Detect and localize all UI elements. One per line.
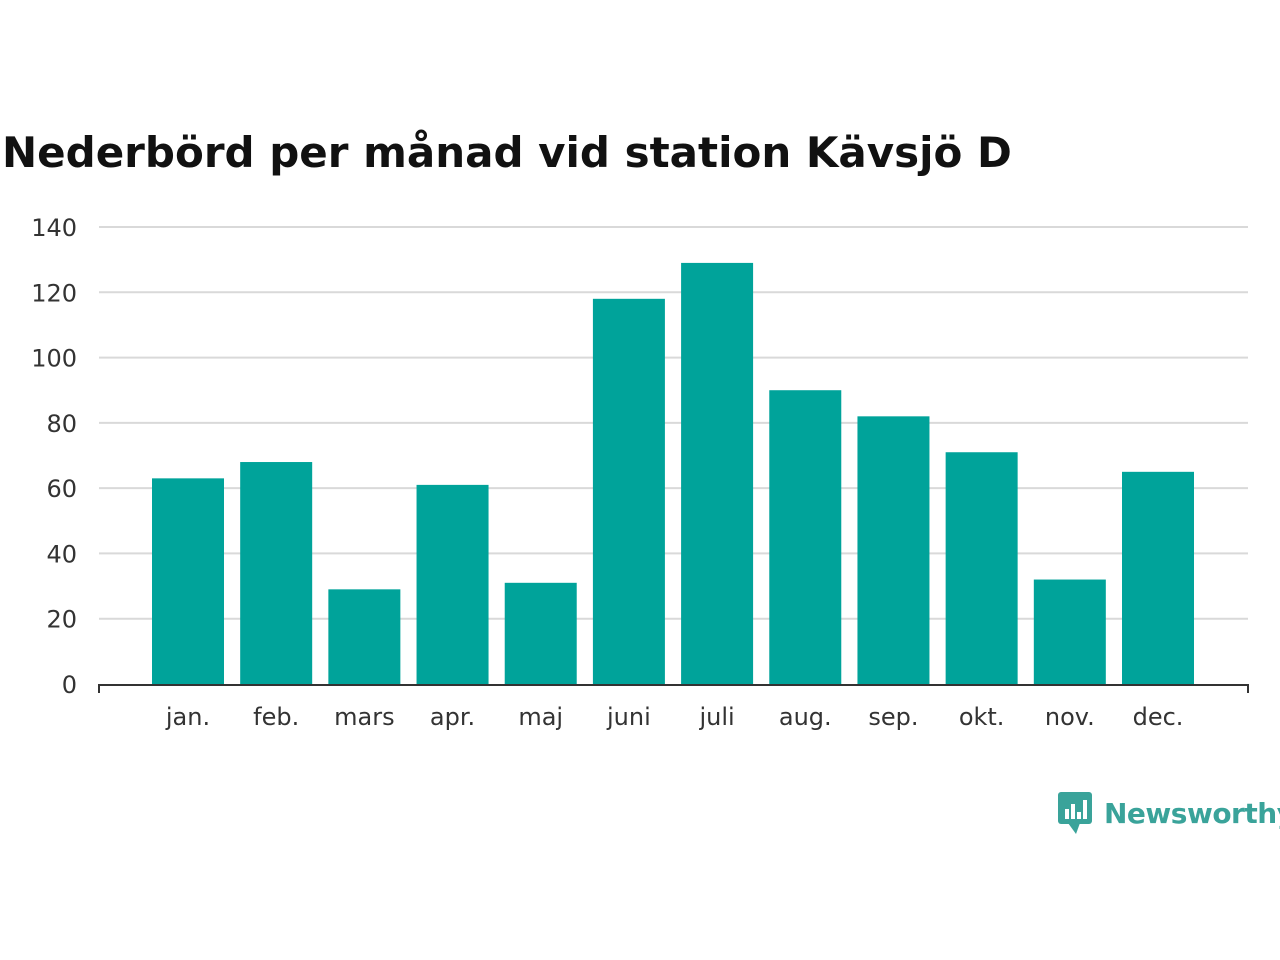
- bar-feb: [240, 462, 313, 684]
- x-tick-label: sep.: [868, 703, 918, 731]
- brand-logo: Newsworthy: [1058, 790, 1280, 836]
- x-tick-label: juli: [698, 703, 734, 731]
- y-tick-label: 120: [31, 279, 77, 307]
- x-tick-label: aug.: [779, 703, 832, 731]
- bar-jan: [152, 478, 224, 684]
- x-axis-tick-labels: jan. feb. mars apr. maj juni juli aug. sep. okt. n…: [165, 703, 1184, 731]
- x-tick-label: maj: [518, 703, 563, 731]
- chart-title: Nederbörd per månad vid station Kävsjö D: [2, 128, 1012, 177]
- bar-okt: [945, 452, 1018, 684]
- x-tick-label: apr.: [430, 703, 475, 731]
- y-tick-label: 40: [46, 540, 77, 568]
- x-tick-label: juni: [606, 703, 651, 731]
- y-tick-label: 140: [31, 214, 77, 242]
- x-tick-label: jan.: [165, 703, 210, 731]
- x-tick-label: nov.: [1045, 703, 1095, 731]
- newsworthy-logo-icon: [1058, 792, 1092, 834]
- x-tick-label: okt.: [959, 703, 1005, 731]
- bars: [152, 262, 1194, 684]
- y-axis-tick-labels: 0 20 40 60 80 100 120 140: [31, 214, 77, 699]
- bar-nov: [1033, 579, 1106, 684]
- bar-juni: [592, 298, 665, 684]
- brand-name: Newsworthy: [1104, 796, 1280, 830]
- y-tick-label: 0: [62, 671, 77, 699]
- y-tick-label: 60: [46, 475, 77, 503]
- bar-aug: [769, 390, 842, 684]
- bar-juli: [681, 262, 754, 684]
- x-tick-label: feb.: [253, 703, 299, 731]
- y-tick-label: 20: [46, 606, 77, 634]
- x-tick-label: dec.: [1133, 703, 1184, 731]
- x-tick-label: mars: [334, 703, 394, 731]
- bar-dec: [1122, 471, 1194, 684]
- x-axis: [98, 684, 1249, 693]
- bar-sep: [857, 416, 930, 684]
- bar-maj: [504, 582, 577, 684]
- y-tick-label: 80: [46, 410, 77, 438]
- bar-apr: [416, 484, 489, 684]
- y-tick-label: 100: [31, 345, 77, 373]
- bar-mars: [328, 589, 401, 684]
